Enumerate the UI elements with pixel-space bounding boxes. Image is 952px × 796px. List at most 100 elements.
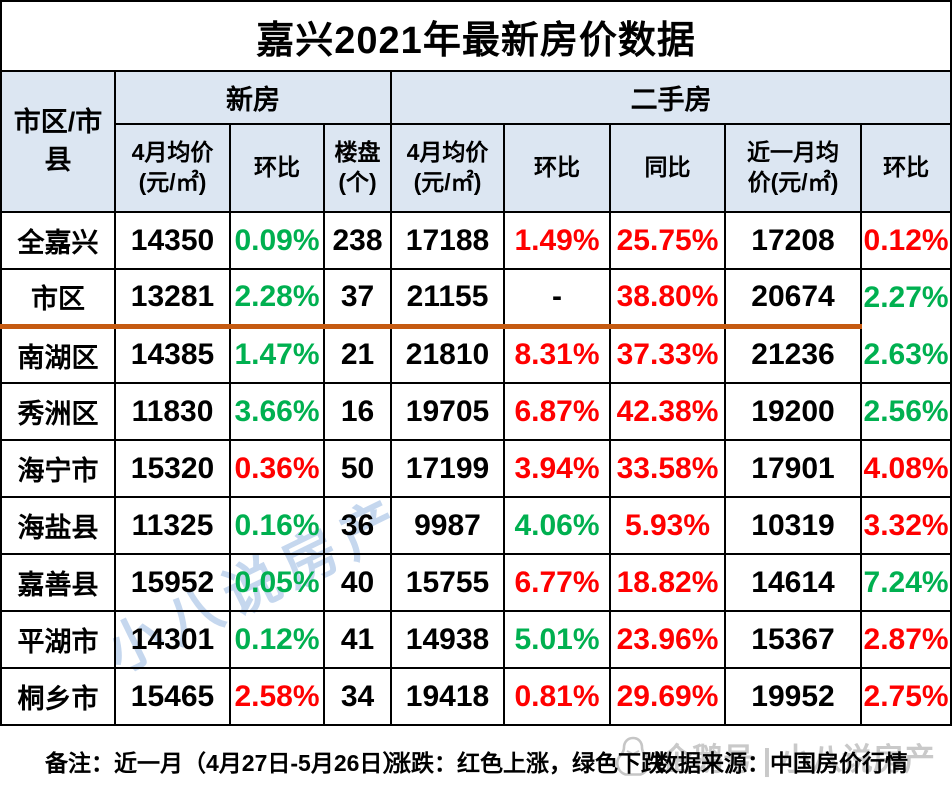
group-header-secondhand-homes: 二手房	[389, 70, 952, 125]
col-header-sh-mom: 环比	[503, 123, 611, 213]
cell-new-mom: 0.05%	[229, 553, 325, 612]
cell-new-projects: 50	[323, 439, 392, 498]
cell-sh-avg-price: 19705	[390, 382, 505, 441]
col-header-new-projects: 楼盘 (个)	[323, 123, 392, 213]
table-row: 桐乡市 15465 2.58% 34 19418 0.81% 29.69% 19…	[0, 667, 952, 726]
cell-sh-month-avg: 20674	[724, 268, 862, 329]
cell-sh-month-mom: 2.87%	[859, 610, 952, 669]
row-label: 平湖市	[0, 610, 116, 669]
cell-sh-mom: 8.31%	[503, 325, 611, 384]
cell-sh-avg-price: 17188	[390, 211, 505, 270]
cell-sh-yoy: 33.58%	[609, 439, 726, 498]
brand-watermark-text: 企鹅号 | 小八说房产	[661, 741, 935, 777]
cell-sh-month-avg: 10319	[724, 496, 862, 555]
cell-new-avg-price: 14385	[114, 325, 231, 384]
cell-new-projects: 41	[323, 610, 392, 669]
cell-sh-yoy: 37.33%	[609, 325, 726, 384]
table-row: 海盐县 11325 0.16% 36 9987 4.06% 5.93% 1031…	[0, 496, 952, 555]
cell-new-avg-price: 14350	[114, 211, 231, 270]
cell-new-avg-price: 11830	[114, 382, 231, 441]
col-header-sh-month-avg: 近一月均 价(元/㎡)	[724, 123, 862, 213]
cell-sh-mom: 6.87%	[503, 382, 611, 441]
group-header-row: 市区/市县 新房 二手房	[0, 70, 952, 213]
cell-sh-avg-price: 9987	[390, 496, 505, 555]
cell-sh-avg-price: 15755	[390, 553, 505, 612]
column-header-row: 4月均价 (元/㎡) 环比 楼盘 (个) 4月均价 (元/㎡) 环比 同比 近一…	[1, 123, 952, 213]
cell-new-avg-price: 15952	[114, 553, 231, 612]
cell-sh-month-avg: 21236	[724, 325, 862, 384]
cell-new-avg-price: 15320	[114, 439, 231, 498]
table-row: 海宁市 15320 0.36% 50 17199 3.94% 33.58% 17…	[0, 439, 952, 498]
cell-sh-month-mom: 0.12%	[859, 211, 952, 270]
cell-sh-month-avg: 17208	[724, 211, 862, 270]
col-header-new-avg-price: 4月均价 (元/㎡)	[114, 123, 231, 213]
footer: 备注：近一月（4月27日-5月26日） 涨跌：红色上涨，绿色下跌 数据来源：中国…	[0, 727, 952, 796]
page-title: 嘉兴2021年最新房价数据	[0, 0, 952, 72]
footer-source: 数据来源：中国房价行情	[655, 750, 908, 776]
table-row: 平湖市 14301 0.12% 41 14938 5.01% 23.96% 15…	[0, 610, 952, 669]
cell-sh-month-mom: 4.08%	[859, 439, 952, 498]
row-label: 桐乡市	[0, 667, 116, 726]
row-label: 海宁市	[0, 439, 116, 498]
row-label: 秀洲区	[0, 382, 116, 441]
table-row: 南湖区 14385 1.47% 21 21810 8.31% 37.33% 21…	[0, 325, 952, 384]
col-header-new-mom: 环比	[229, 123, 325, 213]
cell-sh-month-mom: 3.32%	[859, 496, 952, 555]
cell-sh-yoy: 25.75%	[609, 211, 726, 270]
group-header-new-homes: 新房	[114, 70, 392, 125]
penguin-icon	[616, 736, 650, 776]
cell-new-mom: 2.58%	[229, 667, 325, 726]
cell-sh-yoy: 29.69%	[609, 667, 726, 726]
row-label: 南湖区	[0, 325, 116, 384]
brand-watermark: 企鹅号 | 小八说房产	[610, 733, 935, 779]
col-header-sh-month-mom: 环比	[859, 123, 952, 213]
corner-header: 市区/市县	[0, 70, 116, 213]
cell-new-mom: 3.66%	[229, 382, 325, 441]
cell-new-mom: 1.47%	[229, 325, 325, 384]
table-row: 全嘉兴 14350 0.09% 238 17188 1.49% 25.75% 1…	[0, 211, 952, 270]
cell-sh-yoy: 42.38%	[609, 382, 726, 441]
footer-note: 备注：近一月（4月27日-5月26日）	[45, 750, 406, 776]
cell-sh-mom: 1.49%	[503, 211, 611, 270]
cell-sh-month-avg: 17901	[724, 439, 862, 498]
cell-new-projects: 40	[323, 553, 392, 612]
cell-sh-yoy: 5.93%	[609, 496, 726, 555]
row-label: 海盐县	[0, 496, 116, 555]
table-row: 嘉善县 15952 0.05% 40 15755 6.77% 18.82% 14…	[0, 553, 952, 612]
cell-new-avg-price: 14301	[114, 610, 231, 669]
cell-new-mom: 2.28%	[229, 268, 325, 329]
row-label: 嘉善县	[0, 553, 116, 612]
cell-sh-month-mom: 2.56%	[859, 382, 952, 441]
footer-legend: 涨跌：红色上涨，绿色下跌	[388, 750, 664, 776]
cell-new-avg-price: 11325	[114, 496, 231, 555]
cell-sh-avg-price: 21810	[390, 325, 505, 384]
cell-new-mom: 0.09%	[229, 211, 325, 270]
cell-sh-month-avg: 19952	[724, 667, 862, 726]
cell-sh-avg-price: 19418	[390, 667, 505, 726]
cell-sh-mom: 5.01%	[503, 610, 611, 669]
cell-sh-month-mom: 2.27%	[859, 268, 952, 326]
cell-sh-avg-price: 17199	[390, 439, 505, 498]
cell-new-avg-price: 13281	[114, 268, 231, 329]
table-row: 秀洲区 11830 3.66% 16 19705 6.87% 42.38% 19…	[0, 382, 952, 441]
col-header-sh-yoy: 同比	[609, 123, 726, 213]
cell-new-mom: 0.16%	[229, 496, 325, 555]
row-label: 市区	[0, 268, 116, 329]
cell-sh-month-mom: 2.63%	[859, 325, 952, 384]
cell-sh-avg-price: 14938	[390, 610, 505, 669]
cell-sh-mom: 0.81%	[503, 667, 611, 726]
cell-sh-mom: 6.77%	[503, 553, 611, 612]
cell-new-projects: 238	[323, 211, 392, 270]
table-row: 市区 13281 2.28% 37 21155 - 38.80% 20674 2…	[0, 268, 952, 329]
cell-sh-yoy: 38.80%	[609, 268, 726, 329]
row-label: 全嘉兴	[0, 211, 116, 270]
cell-sh-mom: -	[503, 268, 611, 329]
cell-sh-month-avg: 14614	[724, 553, 862, 612]
cell-new-projects: 36	[323, 496, 392, 555]
cell-new-projects: 21	[323, 325, 392, 384]
cell-sh-yoy: 18.82%	[609, 553, 726, 612]
cell-new-projects: 37	[323, 268, 392, 329]
cell-sh-mom: 4.06%	[503, 496, 611, 555]
col-header-sh-avg-price: 4月均价 (元/㎡)	[390, 123, 505, 213]
